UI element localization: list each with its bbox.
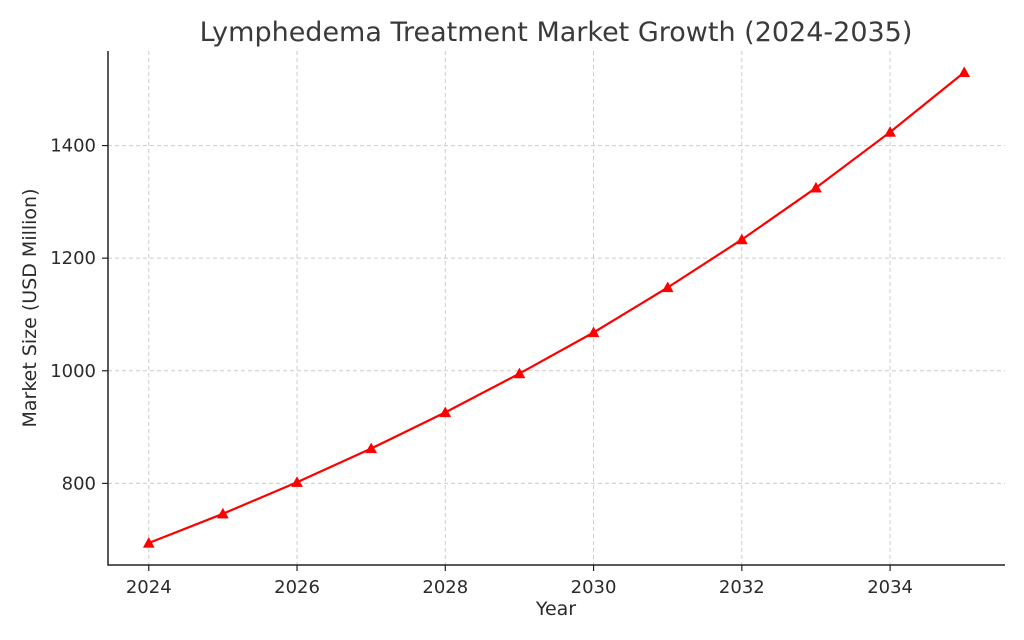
data-point-marker [661,281,674,293]
x-tick-label: 2034 [867,577,913,598]
data-point-marker [884,126,897,137]
data-point-marker [513,367,526,379]
axes-spine [107,51,1005,566]
data-point-marker [810,181,822,193]
data-point-marker [291,476,303,487]
x-tick-label: 2030 [571,577,617,598]
data-point-marker [216,507,229,519]
x-tick-label: 2024 [126,577,172,598]
data-point-marker [439,406,452,418]
data-point-marker [587,326,600,338]
data-point-marker [142,537,155,548]
chart-title: Lymphedema Treatment Market Growth (2024… [200,17,913,48]
y-tick-label: 1400 [50,136,96,157]
y-tick-label: 1200 [50,248,96,269]
data-point-marker [735,233,748,245]
x-tick-label: 2028 [422,577,468,598]
axes-layer: 2024 2026 2028 2030 2032 2034 800 1000 1200 1400 [50,51,1005,598]
data-point-marker [365,442,378,454]
series-layer [142,66,971,548]
grid-layer [108,51,1005,565]
y-axis-label: Market Size (USD Million) [19,188,41,427]
y-tick-label: 800 [62,473,96,494]
data-point-marker [958,66,971,78]
x-axis-label: Year [535,598,576,620]
y-tick-label: 1000 [50,361,96,382]
series-line [148,71,965,545]
x-tick-label: 2026 [274,577,320,598]
x-tick-label: 2032 [719,577,765,598]
